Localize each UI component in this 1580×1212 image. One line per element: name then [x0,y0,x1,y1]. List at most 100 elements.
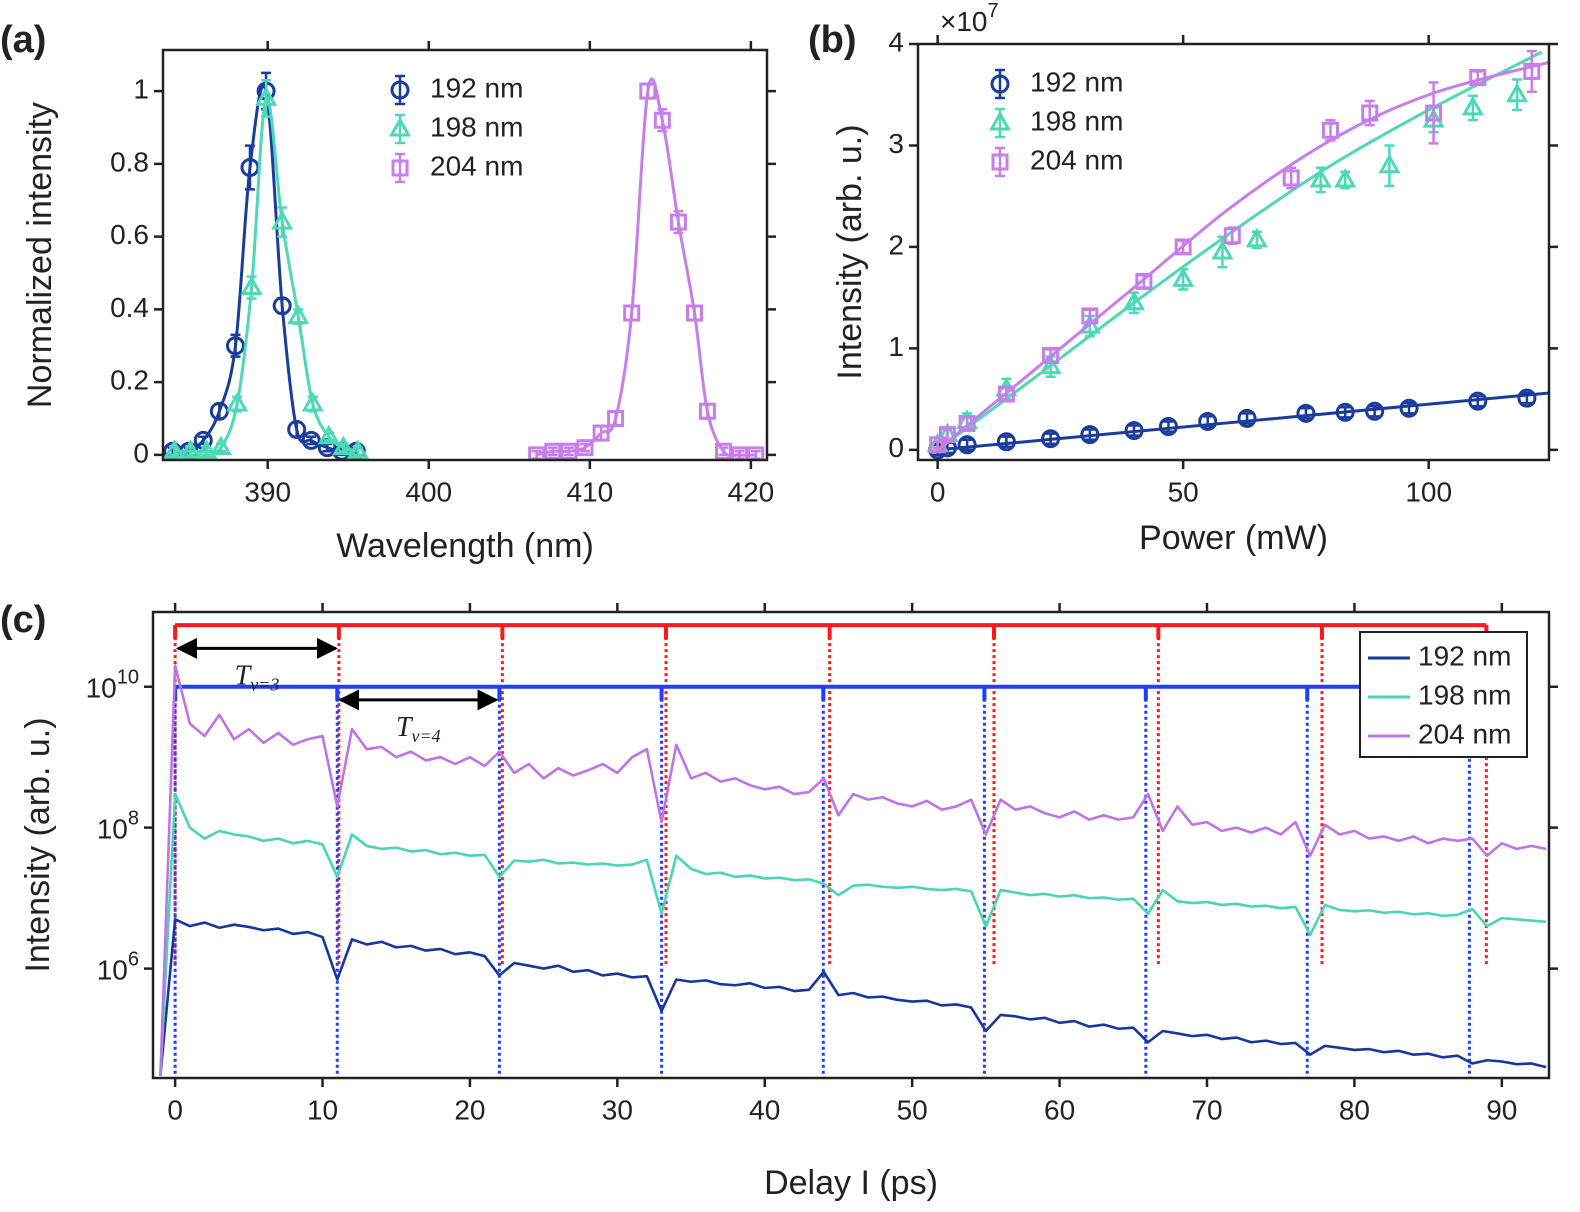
error-bar [1384,144,1395,188]
marker [1039,354,1062,375]
marker [1042,346,1060,364]
error-bar [1428,81,1439,145]
legend-error-bar [395,74,405,106]
error-bar [1084,428,1095,441]
error-bar [962,438,973,452]
marker [1223,227,1241,245]
y-tick-label: 108 [97,808,139,845]
error-bar [718,446,729,457]
x-tick-label: 390 [244,476,291,507]
legend-marker [990,74,1010,94]
error-bar [306,435,317,446]
error-bar [1340,405,1351,419]
marker [1335,402,1355,422]
multiplier-base: ×10 [940,6,988,37]
x-tick-label: 420 [728,476,775,507]
error-bar [1129,424,1140,437]
error-bar [1300,407,1311,420]
marker [669,213,687,231]
fit-line [936,50,1543,452]
axes-frame [161,48,769,462]
legend-label: 198 nm [430,111,523,142]
error-bar [1163,420,1174,433]
y-axis-label: Normalized intensity [21,102,59,408]
error-bar [626,304,637,322]
y-tick-label: 4 [888,26,904,57]
y-axis-label: Intensity (arb. u.) [19,717,57,972]
fit-line [936,60,1549,452]
y-tick-label: 0 [133,437,149,468]
panel-label: (c) [0,599,46,641]
marker [1198,411,1218,431]
period-subscript: v=3 [250,675,279,695]
legend: 192 nm 198 nm 204 nm [988,66,1123,178]
panel: (a) Wavelength (nm) Normalized intensity 39… [0,19,776,565]
tick-exponent: 10 [117,667,139,689]
error-bar [1521,391,1532,405]
marker [747,446,765,460]
error-bar [277,297,288,315]
marker [317,424,340,445]
marker [1158,417,1178,437]
error-bar [689,304,700,322]
marker [332,435,355,456]
y-tick-label: 1010 [86,667,139,704]
legend-label: 204 nm [430,150,523,181]
marker [226,391,249,412]
y-tick-label: 0.6 [110,219,149,250]
marker [528,446,546,460]
error-bar [1404,401,1415,415]
marker [255,86,278,106]
marker [1334,167,1357,188]
tick-exponent: 6 [128,949,139,971]
marker [301,430,321,450]
y-tick-label: 106 [97,949,139,986]
series-line [159,664,1547,1076]
error-bar [610,410,621,428]
period-symbol: T [396,712,414,743]
panel: (c) Delay I (ps) Intensity (arb. u.) 0 10 20 3… [0,599,1558,1202]
marker [958,414,976,432]
x-tick-label: 0 [930,476,946,507]
y-tick-label: 0 [888,432,904,463]
legend-marker [988,110,1012,131]
tick-base: 10 [97,814,128,845]
multiplier-exponent: 7 [988,0,999,22]
marker [346,439,369,459]
plot-area [159,623,1547,1078]
legend-error-bar [995,146,1005,178]
y-tick-label: 0.4 [110,292,149,323]
marker [209,435,233,456]
marker [225,336,245,356]
fit-line [937,391,1549,452]
marker [1461,95,1484,116]
y-tick-label: 0.8 [110,146,149,177]
fit-line [536,77,756,458]
legend-label: 192 nm [1418,640,1511,671]
marker [639,82,657,100]
legend: 192 nm 198 nm 204 nm [1359,631,1528,758]
plot-area [163,71,765,460]
tick-base: 10 [86,673,117,704]
marker [1282,169,1300,187]
x-tick-label: 50 [897,1094,928,1125]
marker [1468,391,1488,411]
legend-marker [390,80,410,100]
marker [544,442,562,460]
error-bar [1369,404,1380,418]
marker [560,442,578,460]
period-symbol: T [235,661,253,692]
error-bar [579,442,590,453]
marker [179,439,202,459]
marker [1122,290,1146,311]
marker [715,442,733,460]
error-bar [642,82,653,100]
marker [1174,238,1192,256]
marker [1172,267,1195,287]
x-axis-label: Wavelength (nm) [336,527,594,565]
marker [1506,82,1529,103]
marker [1469,68,1487,86]
x-axis-label: Delay I (ps) [764,1164,938,1202]
x-tick-label: 30 [602,1094,633,1125]
